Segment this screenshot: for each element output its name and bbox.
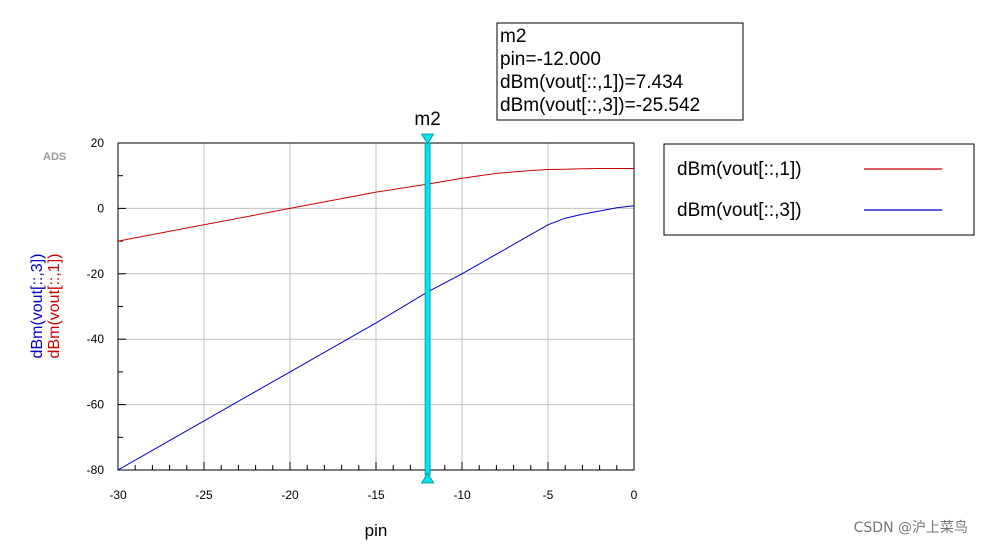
y-axis-label: dBm(vout[::,1]) xyxy=(46,254,63,359)
marker-readout-line: pin=-12.000 xyxy=(500,49,601,70)
x-tick-label: 0 xyxy=(631,488,638,502)
legend-label: dBm(vout[::,1]) xyxy=(677,159,802,180)
x-tick-label: -20 xyxy=(281,488,299,502)
marker-top-triangle[interactable] xyxy=(420,133,435,145)
legend: dBm(vout[::,1]) dBm(vout[::,3]) xyxy=(663,143,975,236)
marker-readout-box[interactable]: m2 pin=-12.000 dBm(vout[::,1])=7.434 dBm… xyxy=(496,22,744,121)
y-tick-label: -20 xyxy=(87,267,105,281)
y-tick-label: 0 xyxy=(97,201,104,215)
svg-text:dBm(vout[::,3]): dBm(vout[::,3]) xyxy=(29,254,46,359)
marker-title: m2 xyxy=(414,109,440,130)
y-tick-label: -80 xyxy=(87,463,105,477)
x-tick-label: -25 xyxy=(195,488,213,502)
marker-readout-line: dBm(vout[::,3])=-25.542 xyxy=(500,95,700,116)
y-tick-label: -40 xyxy=(87,332,105,346)
marker-bottom-triangle[interactable] xyxy=(420,472,435,484)
watermark: CSDN @沪上菜鸟 xyxy=(854,520,968,536)
marker-line[interactable] xyxy=(424,142,431,476)
legend-label: dBm(vout[::,3]) xyxy=(677,200,802,221)
svg-text:dBm(vout[::,1]): dBm(vout[::,1]) xyxy=(46,254,63,359)
y-tick-label: -60 xyxy=(87,398,105,412)
marker-readout-line: m2 xyxy=(500,26,526,47)
x-tick-label: -5 xyxy=(543,488,554,502)
marker-m2[interactable]: m2 xyxy=(414,109,441,484)
minor-ticks xyxy=(117,142,635,471)
x-tick-label: -15 xyxy=(367,488,385,502)
x-tick-label: -30 xyxy=(109,488,127,502)
series-line xyxy=(117,168,634,242)
x-tick-labels: -30 -25 -20 -15 -10 -5 0 xyxy=(109,488,637,502)
ads-logo: ADS xyxy=(43,151,66,163)
x-tick-label: -10 xyxy=(453,488,471,502)
x-axis-label: pin xyxy=(365,521,388,540)
y-axis-label: dBm(vout[::,3]) xyxy=(29,254,46,359)
marker-readout-line: dBm(vout[::,1])=7.434 xyxy=(500,72,684,93)
y-tick-label: 20 xyxy=(91,136,105,150)
series-layer xyxy=(117,168,635,471)
y-tick-labels: 20 0 -20 -40 -60 -80 xyxy=(87,136,105,477)
series-line xyxy=(117,205,635,471)
